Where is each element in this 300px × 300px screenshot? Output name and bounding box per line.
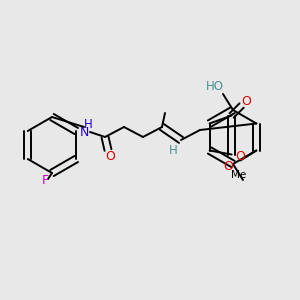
Text: Me: Me	[231, 169, 246, 179]
Text: N: N	[79, 127, 89, 140]
Text: O: O	[224, 160, 233, 173]
Text: H: H	[169, 145, 177, 158]
Text: H: H	[84, 118, 92, 131]
Text: O: O	[236, 150, 246, 163]
Text: F: F	[41, 175, 49, 188]
Text: HO: HO	[206, 80, 224, 92]
Text: O: O	[242, 95, 252, 108]
Text: O: O	[105, 151, 115, 164]
